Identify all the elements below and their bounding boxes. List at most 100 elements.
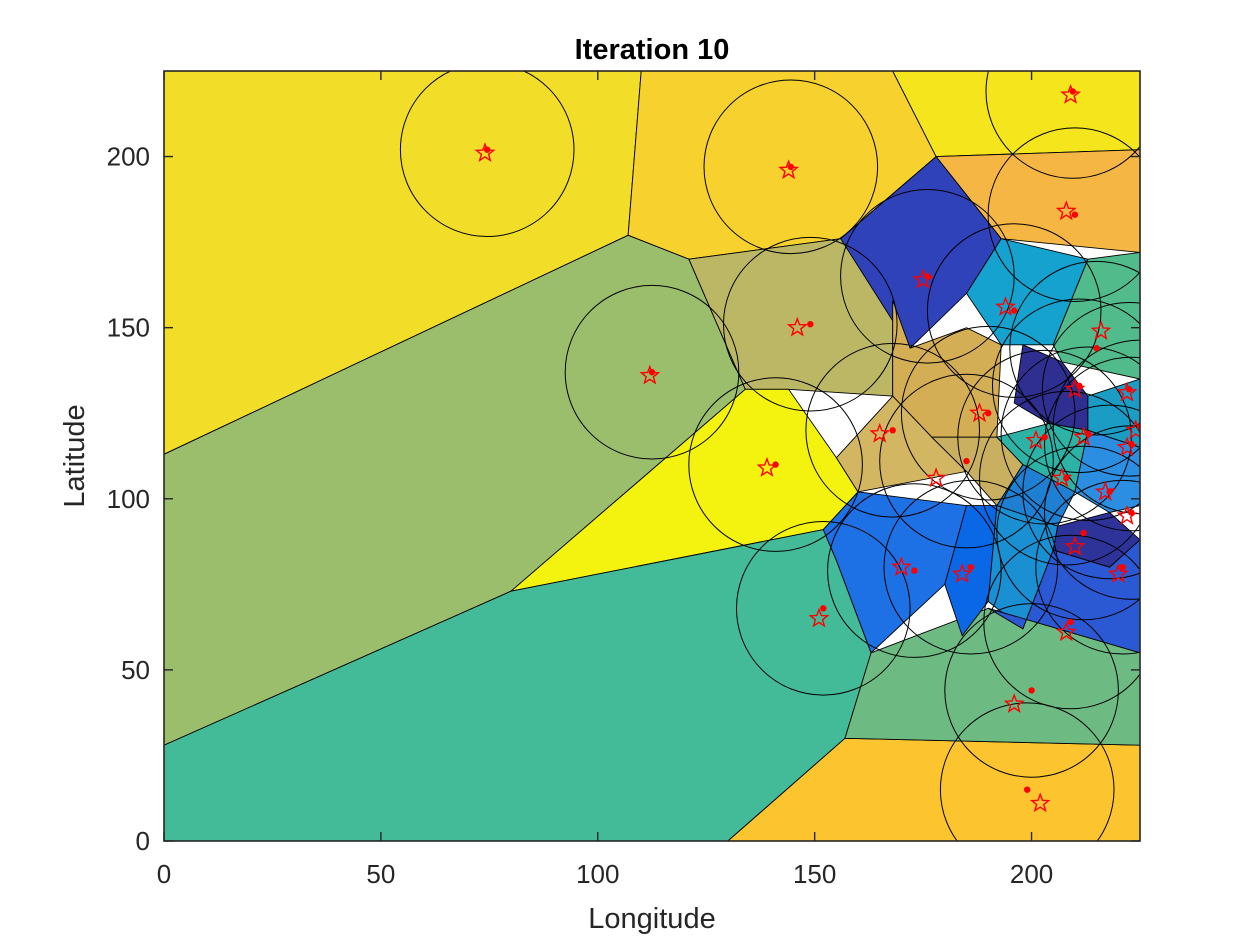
y-tick-label: 50 <box>121 655 150 685</box>
x-tick-label: 200 <box>1010 859 1053 889</box>
site-star-8 <box>639 364 661 385</box>
site-dot-21 <box>1106 488 1113 496</box>
site-star-24 <box>891 556 912 577</box>
site-star-25 <box>951 563 973 583</box>
voronoi-region-13 <box>1052 251 1140 380</box>
site-star-21 <box>1094 480 1116 501</box>
coverage-circle-8 <box>564 284 740 460</box>
site-star-26 <box>1107 563 1129 583</box>
site-dot-10 <box>1126 386 1133 393</box>
site-star-1 <box>474 142 496 163</box>
site-star-6 <box>995 296 1017 317</box>
site-dot-27 <box>820 605 827 612</box>
site-dot-20 <box>1063 475 1070 482</box>
coverage-circle-28 <box>983 534 1140 710</box>
site-dot-3 <box>1069 88 1077 95</box>
site-dot-26 <box>1119 564 1126 571</box>
y-axis-label: Latitude <box>59 404 91 507</box>
voronoi-region-20 <box>1074 429 1140 513</box>
site-dot-28 <box>1067 618 1074 626</box>
site-dot-7 <box>807 321 814 328</box>
site-star-3 <box>1060 83 1082 104</box>
site-dot-17 <box>1128 440 1135 448</box>
coverage-circle-11 <box>992 298 1140 474</box>
coverage-circle-12 <box>900 325 1076 501</box>
coverage-circle-10 <box>1041 302 1140 477</box>
site-dot-24 <box>911 567 918 574</box>
coverage-circle-27 <box>736 521 911 696</box>
site-dot-12 <box>985 410 992 417</box>
coverage-circle-7 <box>723 236 898 412</box>
site-star-29 <box>1003 693 1025 714</box>
site-dot-30 <box>1023 786 1031 793</box>
site-dot-2 <box>787 163 794 170</box>
site-star-19 <box>925 467 947 488</box>
site-star-9 <box>1090 320 1112 341</box>
site-dot-25 <box>967 564 974 571</box>
voronoi-region-9 <box>727 737 1140 841</box>
site-dot-16 <box>889 427 896 434</box>
coverage-circle-30 <box>939 702 1115 841</box>
coverage-circle-20 <box>979 390 1140 566</box>
site-dot-23 <box>1080 529 1087 537</box>
site-dot-4 <box>1071 211 1079 218</box>
voronoi-region-3 <box>892 71 1140 158</box>
x-tick-label: 150 <box>793 859 836 889</box>
site-dot-15 <box>1041 434 1048 441</box>
axis-ticks: 0 50 100 150 200 0 50 100 150 200 <box>107 71 1140 889</box>
site-dot-8 <box>648 369 656 376</box>
voronoi-regions <box>164 71 1140 841</box>
coverage-circle-23 <box>996 445 1140 621</box>
site-star-20 <box>1051 467 1073 488</box>
coverage-circle-6 <box>926 223 1102 398</box>
site-markers <box>474 83 1140 813</box>
coverage-circle-26 <box>1035 479 1140 655</box>
coverage-circle-17 <box>1044 356 1140 532</box>
coverage-circle-21 <box>1022 404 1140 580</box>
site-star-28 <box>1055 621 1077 642</box>
site-dot-22 <box>1128 509 1135 516</box>
x-tick-label: 100 <box>576 859 619 889</box>
site-star-23 <box>1064 535 1086 556</box>
site-dot-5 <box>924 273 931 280</box>
coverage-circle-22 <box>1044 425 1140 600</box>
chart-title: Iteration 10 <box>575 34 730 66</box>
coverage-circle-29 <box>944 603 1119 778</box>
x-axis-label: Longitude <box>588 903 715 935</box>
site-dot-1 <box>484 146 491 153</box>
coverage-circle-19 <box>879 373 1054 549</box>
site-star-4 <box>1055 200 1077 221</box>
coverage-circle-16 <box>805 343 981 518</box>
coverage-circle-1 <box>399 71 575 237</box>
site-star-12 <box>969 402 990 423</box>
y-tick-label: 100 <box>107 484 150 514</box>
x-tick-label: 0 <box>157 859 171 889</box>
site-star-13 <box>1125 419 1140 440</box>
coverage-circle-9 <box>1009 260 1140 436</box>
site-star-7 <box>786 316 808 337</box>
coverage-circle-2 <box>703 79 879 255</box>
coverage-circle-18 <box>688 377 863 552</box>
y-tick-label: 0 <box>136 826 150 856</box>
coverage-circle-5 <box>840 188 1015 364</box>
coverage-circle-14 <box>1000 346 1140 522</box>
site-star-16 <box>869 422 891 443</box>
site-dot-9 <box>1093 345 1100 352</box>
axes-box <box>163 70 1141 842</box>
site-dot-29 <box>1028 687 1035 694</box>
site-dot-14 <box>1084 430 1092 437</box>
site-dot-6 <box>1011 307 1018 314</box>
site-star-27 <box>808 607 830 628</box>
coverage-circle-3 <box>985 71 1140 179</box>
site-dot-11 <box>1076 382 1083 389</box>
site-star-10 <box>1116 381 1138 402</box>
site-star-30 <box>1029 792 1051 813</box>
y-tick-label: 150 <box>107 313 150 343</box>
y-tick-label: 200 <box>107 142 150 172</box>
site-star-2 <box>778 159 800 180</box>
site-dot-18 <box>772 461 779 468</box>
site-dot-19 <box>963 457 970 465</box>
x-tick-label: 50 <box>366 859 395 889</box>
coverage-circle-25 <box>883 479 1059 655</box>
